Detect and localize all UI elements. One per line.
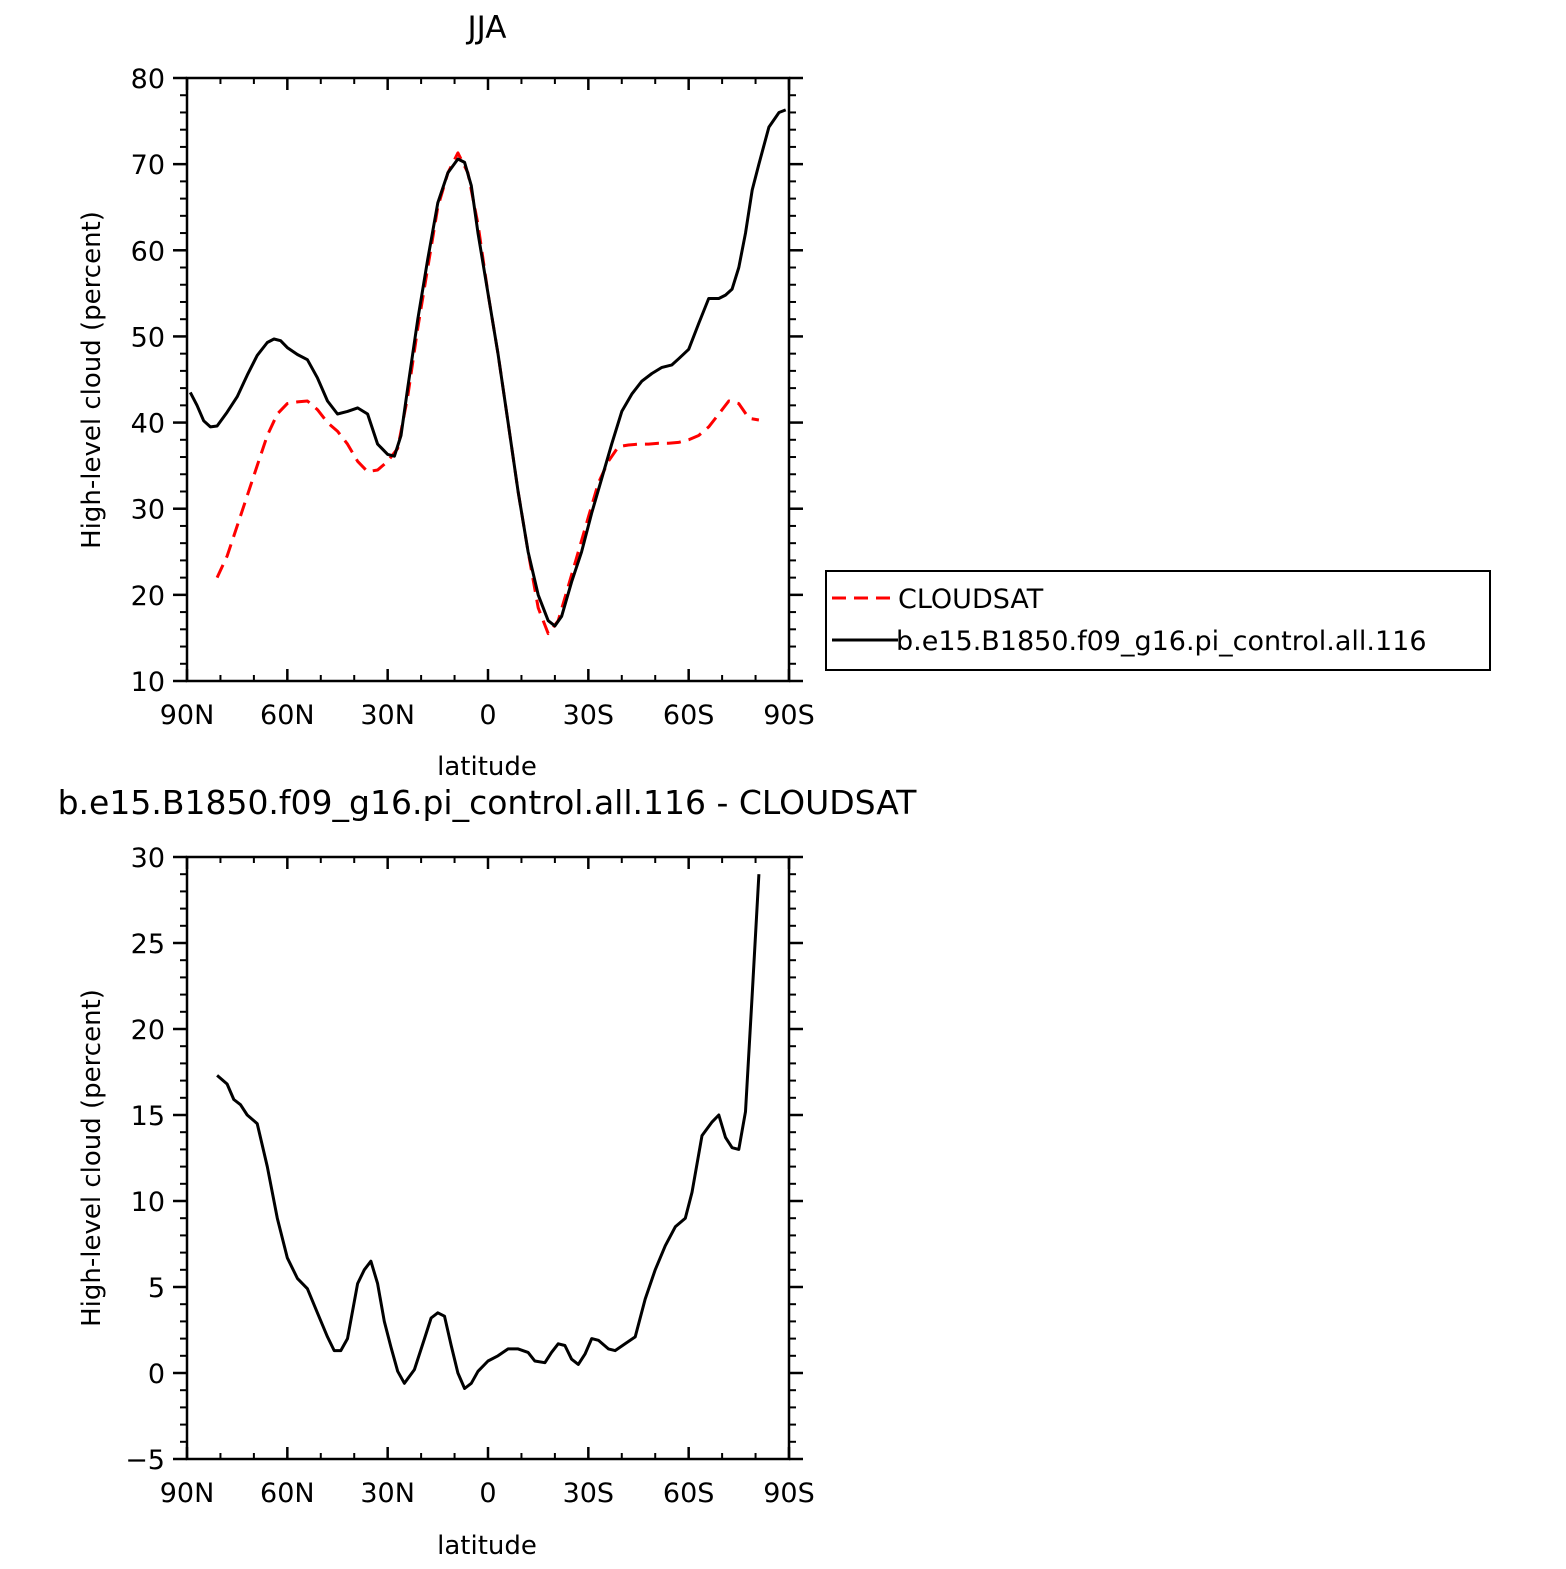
legend-box: [825, 570, 1491, 671]
top-x-tick-label: 30S: [563, 700, 615, 731]
top-chart-ticks: 90N 60N 30N 0 30S 60S 90S 10 20 30 40 50 60 70 80: [131, 64, 815, 731]
bottom-chart-frame: [185, 855, 791, 1461]
bottom-y-tick-label: 20: [131, 1015, 165, 1046]
bottom-y-tick-label: 25: [131, 929, 165, 960]
bottom-y-tick-label: 10: [131, 1187, 165, 1218]
top-y-tick-label: 60: [131, 236, 165, 267]
bottom-chart-series: [216, 874, 761, 1390]
top-x-tick-label: 90N: [160, 700, 215, 731]
top-panel: JJA 90N 60N 30N 0 30S 60S 90S1020304050607080 …: [77, 10, 815, 782]
top-x-axis-label: latitude: [437, 752, 537, 782]
bottom-chart-ticks: 90N 60N 30N 0 30S 60S 90S −5 0 5 10 15 20 25 30: [125, 843, 815, 1509]
top-x-tick-label: 60N: [260, 700, 315, 731]
bottom-y-tick-label: 30: [131, 843, 165, 874]
bottom-x-tick-label: 90N: [160, 1478, 215, 1509]
bottom-x-tick-label: 90S: [763, 1478, 815, 1509]
top-y-axis-label: High-level cloud (percent): [77, 211, 107, 549]
bottom-x-tick-label: 30S: [563, 1478, 615, 1509]
top-y-tick-label: 70: [131, 150, 165, 181]
top-y-tick-label: 30: [131, 495, 165, 526]
top-series-model-line: [188, 108, 787, 628]
bottom-x-tick-label: 0: [479, 1478, 496, 1509]
top-chart-title: JJA: [466, 10, 507, 46]
bottom-y-tick-label: 0: [148, 1359, 165, 1390]
top-x-tick-label: 0: [479, 700, 496, 731]
bottom-y-tick-label: −5: [125, 1445, 165, 1476]
top-x-tick-label: 30N: [360, 700, 415, 731]
legend-label-model: b.e15.B1850.f09_g16.pi_control.all.116: [896, 626, 1427, 657]
legend: CLOUDSAT b.e15.B1850.f09_g16.pi_control.…: [825, 570, 1491, 671]
top-y-tick-label: 10: [131, 667, 165, 698]
top-chart-frame: [185, 76, 791, 683]
top-y-tick-label: 80: [131, 64, 165, 95]
bottom-y-axis-label: High-level cloud (percent): [77, 989, 107, 1327]
bottom-x-tick-label: 30N: [360, 1478, 415, 1509]
bottom-chart-title: b.e15.B1850.f09_g16.pi_control.all.116 -…: [58, 783, 918, 822]
bottom-panel: b.e15.B1850.f09_g16.pi_control.all.116 -…: [58, 783, 918, 1561]
legend-label-cloudsat: CLOUDSAT: [898, 584, 1044, 615]
top-y-tick-label: 40: [131, 409, 165, 440]
bottom-x-tick-label: 60S: [663, 1478, 715, 1509]
bottom-x-tick-label: 60N: [260, 1478, 315, 1509]
bottom-y-tick-label: 15: [131, 1101, 165, 1132]
top-x-tick-label: 60S: [663, 700, 715, 731]
bottom-y-tick-label: 5: [148, 1273, 165, 1304]
top-chart-series: [188, 108, 787, 636]
top-series-cloudsat-line: [215, 151, 760, 636]
bottom-x-axis-label: latitude: [437, 1531, 537, 1561]
top-y-tick-label: 20: [131, 581, 165, 612]
top-y-tick-label: 50: [131, 322, 165, 353]
bottom-series-model-line: [216, 874, 761, 1390]
top-x-tick-label: 90S: [763, 700, 815, 731]
